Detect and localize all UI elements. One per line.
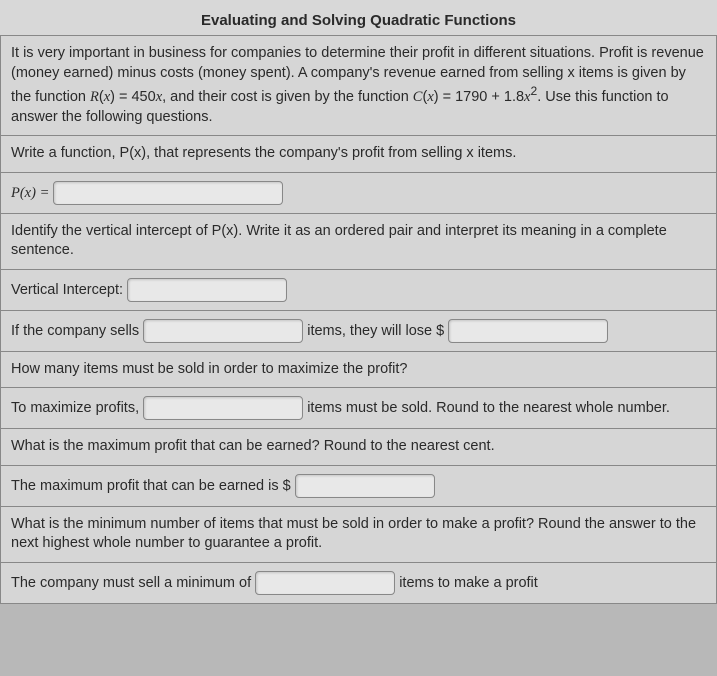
q5-prompt: What is the minimum number of items that… — [1, 506, 717, 562]
q2-label: Vertical Intercept: — [11, 282, 123, 298]
q4-prompt: What is the maximum profit that can be e… — [1, 429, 717, 466]
worksheet-table: It is very important in business for com… — [0, 35, 717, 604]
q2-sentence-row: If the company sells items, they will lo… — [1, 310, 717, 351]
q2-sentence-a: If the company sells — [11, 323, 139, 339]
q5-sentence-b: items to make a profit — [399, 575, 538, 591]
intro-text: It is very important in business for com… — [1, 36, 717, 136]
min-items-input[interactable] — [255, 571, 395, 595]
max-profit-input[interactable] — [295, 474, 435, 498]
q3-sentence-b: items must be sold. Round to the nearest… — [307, 400, 670, 416]
q5-answer-row: The company must sell a minimum of items… — [1, 563, 717, 604]
q2-sentence-b: items, they will lose $ — [307, 323, 444, 339]
q4-sentence-a: The maximum profit that can be earned is… — [11, 478, 291, 494]
q3-sentence-a: To maximize profits, — [11, 400, 139, 416]
q5-sentence-a: The company must sell a minimum of — [11, 575, 251, 591]
q2-intercept-row: Vertical Intercept: — [1, 269, 717, 310]
q1-prompt: Write a function, P(x), that represents … — [1, 136, 717, 173]
q2-prompt: Identify the vertical intercept of P(x).… — [1, 213, 717, 269]
q1-label: P(x) = — [11, 184, 49, 200]
maximize-items-input[interactable] — [143, 396, 303, 420]
items-sold-input[interactable] — [143, 319, 303, 343]
q1-answer-row: P(x) = — [1, 172, 717, 213]
q4-answer-row: The maximum profit that can be earned is… — [1, 465, 717, 506]
loss-amount-input[interactable] — [448, 319, 608, 343]
vertical-intercept-input[interactable] — [127, 278, 287, 302]
worksheet-title: Evaluating and Solving Quadratic Functio… — [0, 8, 717, 35]
q3-answer-row: To maximize profits, items must be sold.… — [1, 388, 717, 429]
px-input[interactable] — [53, 181, 283, 205]
q3-prompt: How many items must be sold in order to … — [1, 351, 717, 388]
